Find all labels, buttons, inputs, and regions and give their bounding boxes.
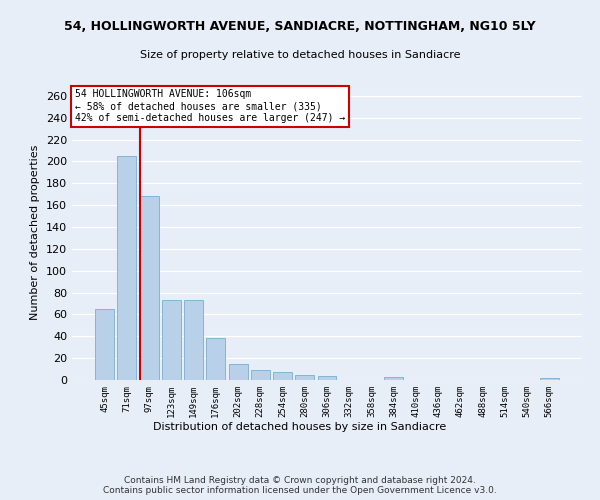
- Bar: [317, 376, 337, 380]
- Bar: [118, 156, 136, 380]
- Bar: [184, 300, 203, 380]
- Bar: [140, 196, 158, 380]
- Text: 54, HOLLINGWORTH AVENUE, SANDIACRE, NOTTINGHAM, NG10 5LY: 54, HOLLINGWORTH AVENUE, SANDIACRE, NOTT…: [64, 20, 536, 33]
- Bar: [162, 300, 181, 380]
- Bar: [95, 309, 114, 380]
- Text: Size of property relative to detached houses in Sandiacre: Size of property relative to detached ho…: [140, 50, 460, 60]
- Y-axis label: Number of detached properties: Number of detached properties: [31, 145, 40, 320]
- Bar: [206, 338, 225, 380]
- Bar: [540, 378, 559, 380]
- Text: 54 HOLLINGWORTH AVENUE: 106sqm
← 58% of detached houses are smaller (335)
42% of: 54 HOLLINGWORTH AVENUE: 106sqm ← 58% of …: [74, 90, 345, 122]
- Bar: [229, 364, 248, 380]
- Text: Distribution of detached houses by size in Sandiacre: Distribution of detached houses by size …: [154, 422, 446, 432]
- Bar: [251, 370, 270, 380]
- Bar: [384, 376, 403, 380]
- Text: Contains HM Land Registry data © Crown copyright and database right 2024.
Contai: Contains HM Land Registry data © Crown c…: [103, 476, 497, 495]
- Bar: [273, 372, 292, 380]
- Bar: [295, 374, 314, 380]
